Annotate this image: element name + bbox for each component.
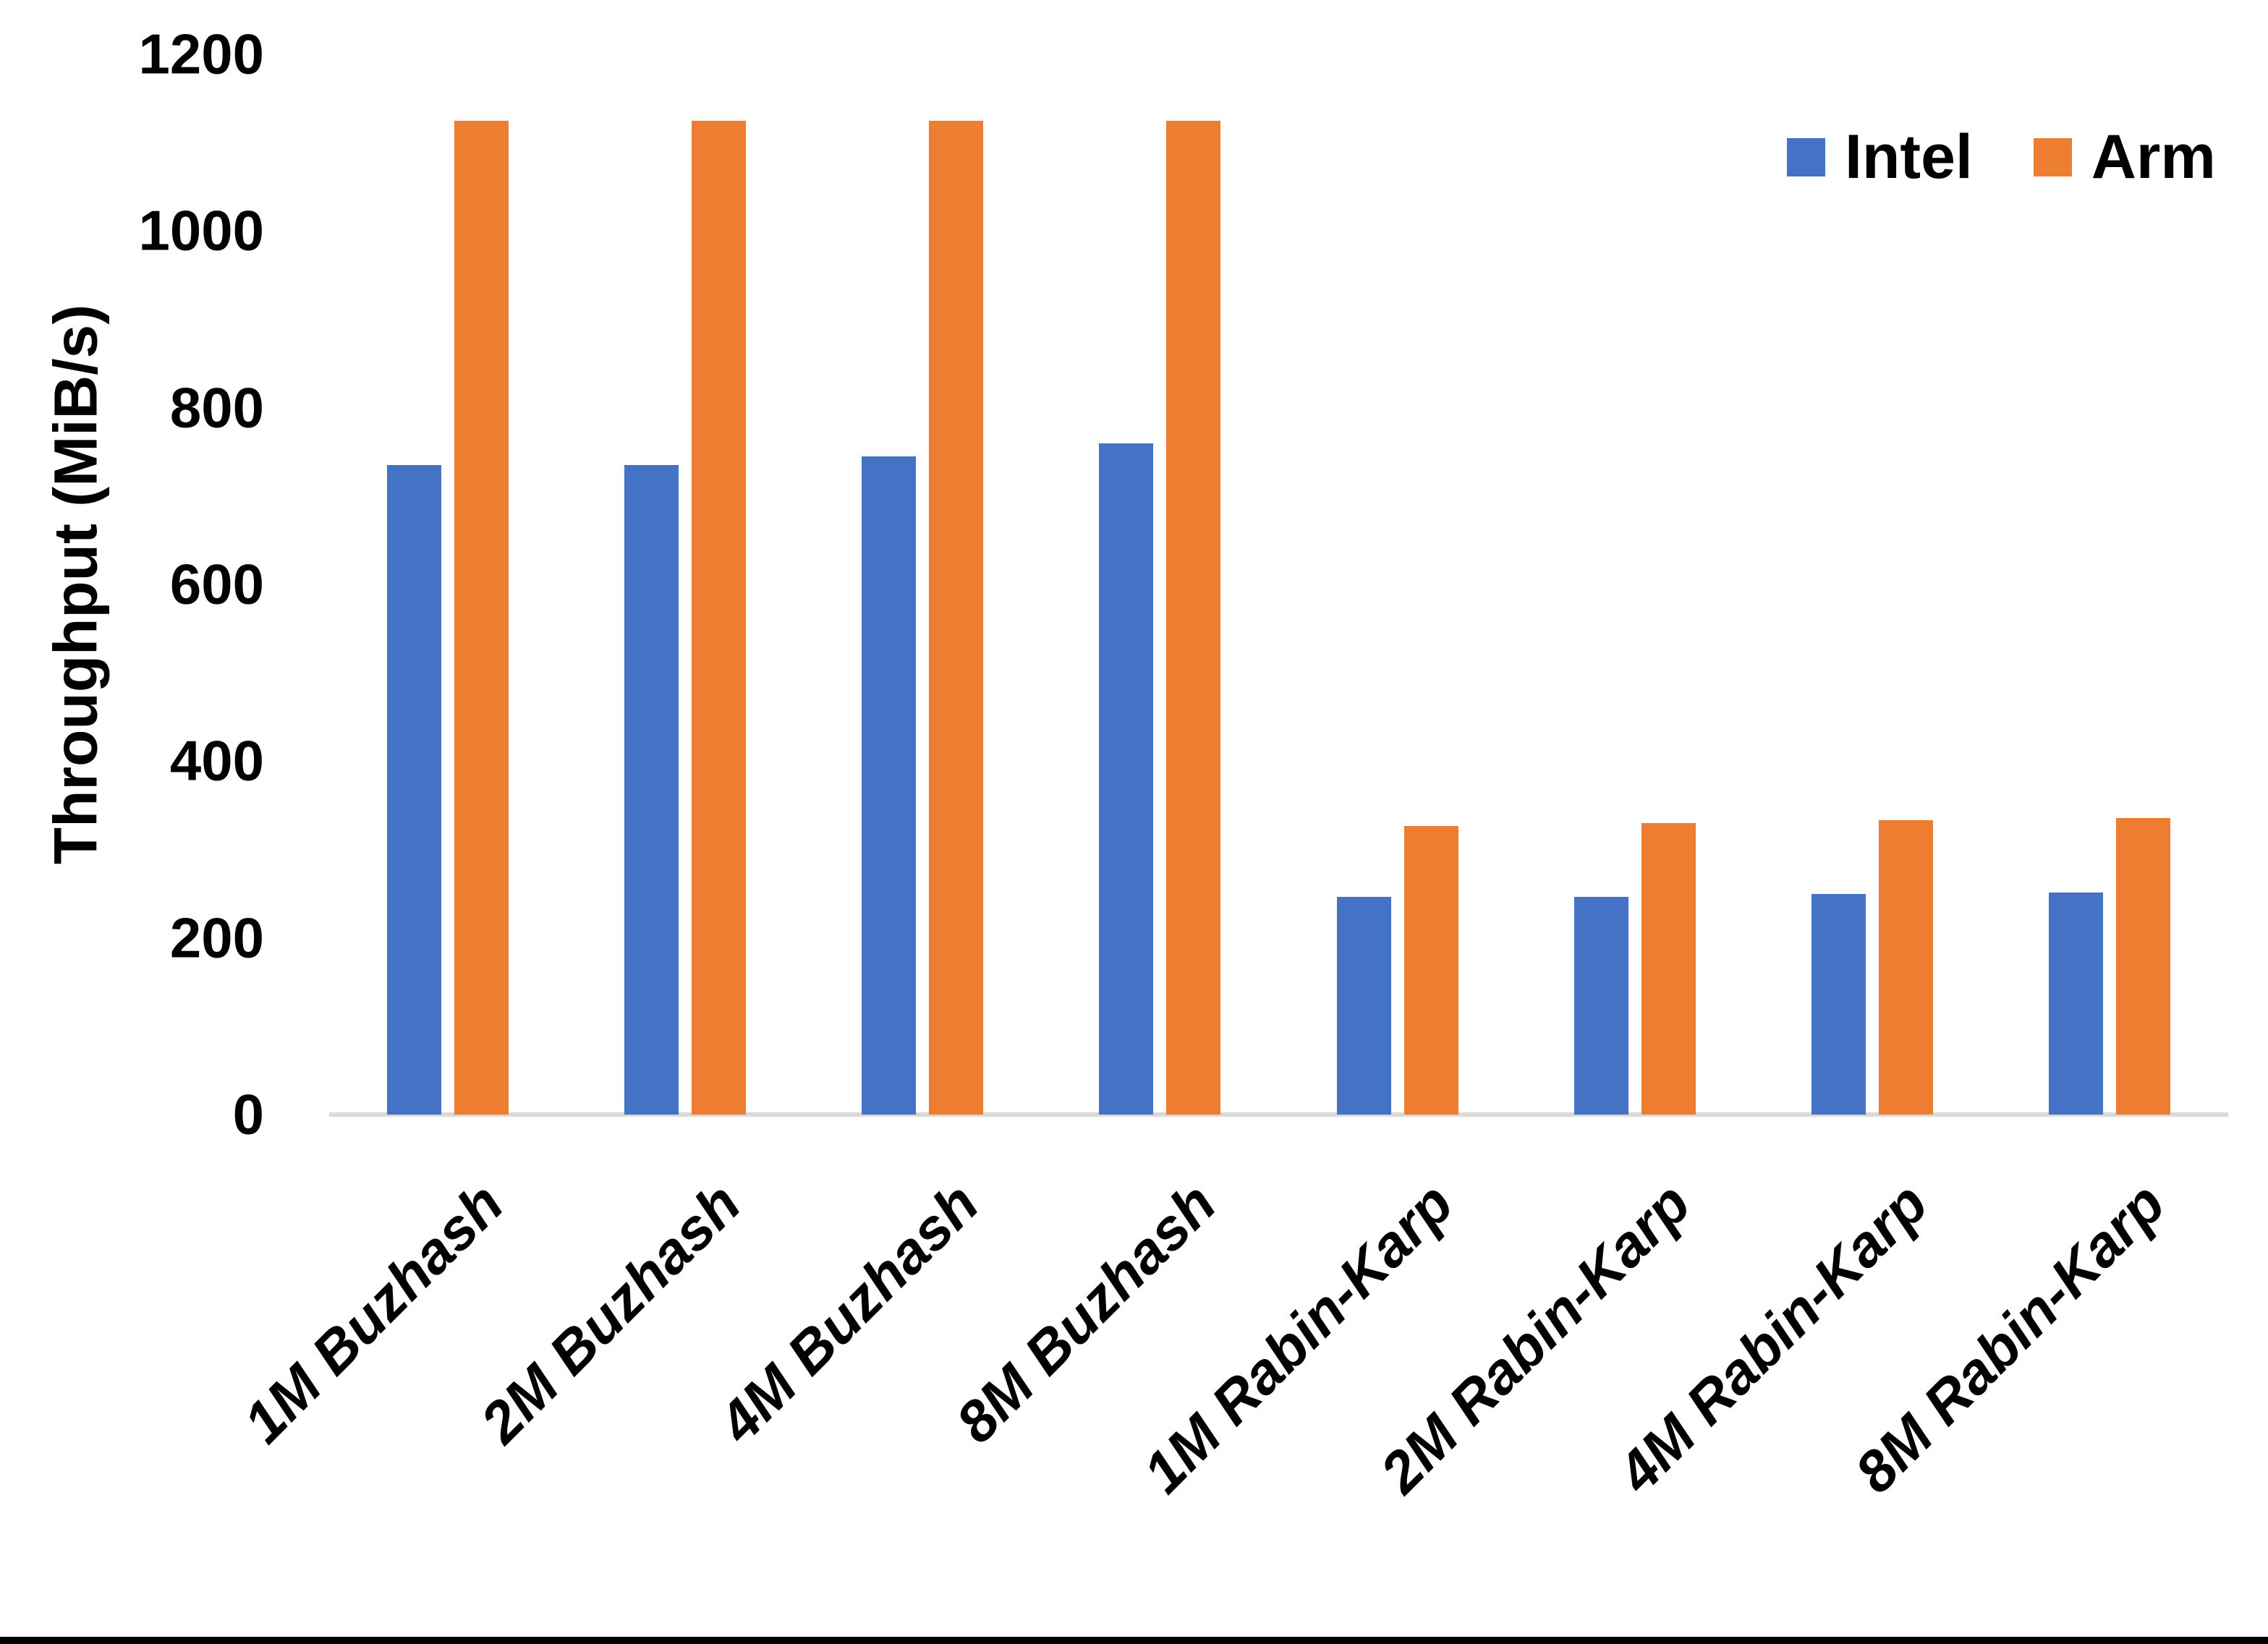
legend-swatch-intel — [1787, 138, 1825, 176]
legend-swatch-arm — [2033, 138, 2072, 176]
y-tick-label-1000: 1000 — [138, 198, 264, 263]
legend-label-intel: Intel — [1845, 122, 1973, 192]
bar-arm-7 — [1878, 820, 1933, 1115]
bar-intel-1 — [387, 465, 442, 1115]
bar-arm-3 — [929, 120, 984, 1115]
y-axis-title: Throughput (MiB/s) — [41, 304, 110, 865]
y-tick-label-800: 800 — [169, 375, 264, 440]
bar-arm-1 — [454, 120, 509, 1115]
legend: Intel Arm — [1787, 122, 2216, 193]
bar-arm-4 — [1166, 120, 1221, 1115]
bar-arm-5 — [1403, 825, 1458, 1115]
x-axis-line — [329, 1112, 2228, 1117]
bar-intel-4 — [1099, 443, 1154, 1115]
y-tick-label-1200: 1200 — [138, 22, 264, 86]
bar-intel-7 — [1811, 893, 1866, 1115]
bar-arm-8 — [2115, 817, 2170, 1115]
bottom-border — [0, 1637, 2268, 1644]
bar-arm-6 — [1641, 822, 1696, 1115]
bar-intel-2 — [624, 465, 679, 1115]
bar-intel-3 — [862, 456, 917, 1115]
bar-intel-8 — [2048, 893, 2103, 1115]
bar-intel-6 — [1573, 897, 1628, 1115]
legend-label-arm: Arm — [2091, 122, 2216, 192]
y-tick-label-200: 200 — [169, 906, 264, 970]
bar-intel-5 — [1336, 897, 1391, 1115]
bar-arm-2 — [692, 120, 747, 1115]
y-tick-label-400: 400 — [169, 728, 264, 793]
legend-entry-arm: Arm — [2033, 122, 2216, 193]
y-tick-label-0: 0 — [232, 1082, 264, 1146]
y-tick-label-600: 600 — [169, 552, 264, 616]
